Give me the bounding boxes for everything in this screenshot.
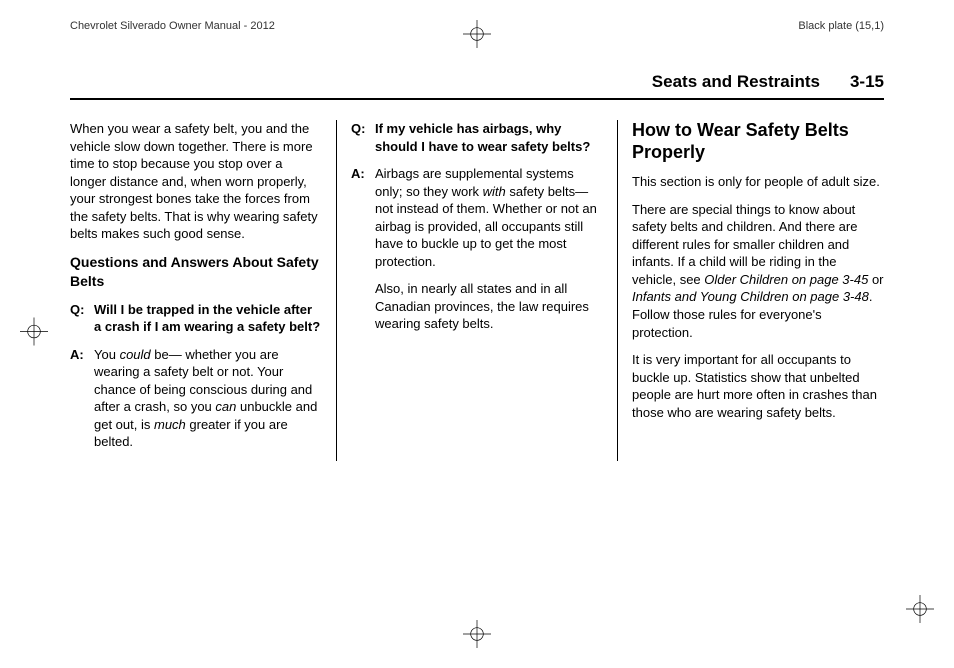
question-2: Q: If my vehicle has airbags, why should…: [351, 120, 603, 155]
crosshair-icon: [463, 620, 491, 648]
intro-paragraph: When you wear a safety belt, you and the…: [70, 120, 322, 243]
col3-p2: There are special things to know about s…: [632, 201, 884, 341]
content-columns: When you wear a safety belt, you and the…: [70, 120, 884, 461]
a-label: A:: [351, 165, 369, 343]
a-text: You could be— whether you are wearing a …: [94, 346, 322, 451]
registration-mark-right: [906, 595, 934, 628]
section-title: Seats and Restraints: [652, 72, 820, 92]
q-text: If my vehicle has airbags, why should I …: [375, 120, 603, 155]
answer-1: A: You could be— whether you are wearing…: [70, 346, 322, 451]
q-label: Q:: [351, 120, 369, 155]
answer-2-p2: Also, in nearly all states and in all Ca…: [375, 280, 603, 333]
crosshair-icon: [463, 20, 491, 48]
a-label: A:: [70, 346, 88, 451]
registration-mark-left: [20, 318, 48, 351]
registration-mark-top: [463, 20, 491, 53]
qa-subhead: Questions and Answers About Safety Belts: [70, 253, 322, 291]
manual-page: Chevrolet Silverado Owner Manual - 2012 …: [0, 0, 954, 668]
q-text: Will I be trapped in the vehicle after a…: [94, 301, 322, 336]
column-2: Q: If my vehicle has airbags, why should…: [336, 120, 617, 461]
section-header: Seats and Restraints 3-15: [70, 72, 884, 100]
col3-p1: This section is only for people of adult…: [632, 173, 884, 191]
crosshair-icon: [20, 318, 48, 346]
question-1: Q: Will I be trapped in the vehicle afte…: [70, 301, 322, 336]
header-left: Chevrolet Silverado Owner Manual - 2012: [70, 20, 275, 32]
page-number: 3-15: [850, 72, 884, 92]
answer-2: A: Airbags are supplemental systems only…: [351, 165, 603, 343]
column-3: How to Wear Safety Belts Properly This s…: [617, 120, 884, 461]
header-right: Black plate (15,1): [798, 20, 884, 32]
main-heading: How to Wear Safety Belts Properly: [632, 120, 884, 163]
col3-p3: It is very important for all occupants t…: [632, 351, 884, 421]
a-text: Airbags are supplemental systems only; s…: [375, 165, 603, 343]
q-label: Q:: [70, 301, 88, 336]
column-1: When you wear a safety belt, you and the…: [70, 120, 336, 461]
crosshair-icon: [906, 595, 934, 623]
registration-mark-bottom: [463, 620, 491, 653]
